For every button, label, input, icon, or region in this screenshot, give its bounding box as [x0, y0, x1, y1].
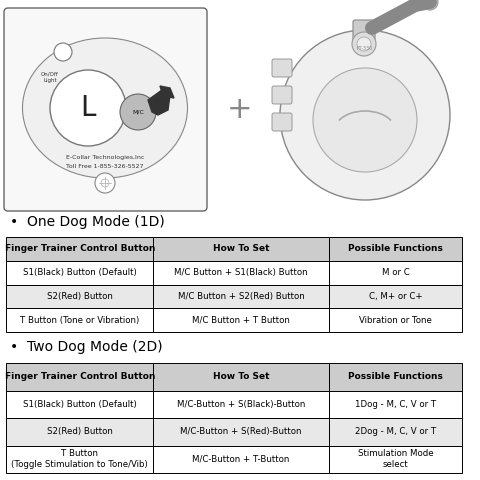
- Text: How To Set: How To Set: [213, 244, 269, 253]
- Circle shape: [357, 37, 371, 51]
- Bar: [6, 418, 154, 445]
- Text: S1(Black) Button (Default): S1(Black) Button (Default): [23, 268, 137, 277]
- Text: On/Off
Light: On/Off Light: [41, 72, 59, 83]
- Bar: [329, 308, 462, 332]
- Text: M or C: M or C: [382, 268, 409, 277]
- Circle shape: [50, 70, 126, 146]
- Bar: [154, 391, 329, 418]
- Text: How To Set: How To Set: [213, 372, 269, 381]
- Text: Finger Trainer Control Button: Finger Trainer Control Button: [4, 372, 155, 381]
- Bar: [154, 237, 329, 261]
- Text: Stimulation Mode
select: Stimulation Mode select: [358, 449, 433, 469]
- Text: M/C Button + T Button: M/C Button + T Button: [192, 316, 290, 324]
- Text: Possible Functions: Possible Functions: [348, 372, 443, 381]
- Bar: [6, 445, 154, 473]
- Circle shape: [54, 43, 72, 61]
- Bar: [154, 363, 329, 391]
- Text: M/C Button + S2(Red) Button: M/C Button + S2(Red) Button: [178, 292, 304, 301]
- Text: C, M+ or C+: C, M+ or C+: [369, 292, 422, 301]
- Circle shape: [95, 173, 115, 193]
- Text: T Button (Tone or Vibration): T Button (Tone or Vibration): [20, 316, 139, 324]
- Circle shape: [120, 94, 156, 130]
- Bar: [6, 261, 154, 285]
- FancyBboxPatch shape: [272, 59, 292, 77]
- Bar: [154, 308, 329, 332]
- Bar: [329, 391, 462, 418]
- Circle shape: [313, 68, 417, 172]
- Bar: [154, 418, 329, 445]
- Bar: [6, 363, 154, 391]
- Text: FT-330: FT-330: [357, 46, 373, 50]
- Text: M/C-Button + S(Black)-Button: M/C-Button + S(Black)-Button: [177, 400, 305, 409]
- FancyBboxPatch shape: [272, 113, 292, 131]
- Text: M/C-Button + T-Button: M/C-Button + T-Button: [192, 455, 290, 464]
- Text: T Button
(Toggle Stimulation to Tone/Vib): T Button (Toggle Stimulation to Tone/Vib…: [12, 449, 148, 469]
- Bar: [154, 285, 329, 308]
- Bar: [329, 418, 462, 445]
- Text: E-Collar Technologies,Inc: E-Collar Technologies,Inc: [66, 156, 144, 160]
- Bar: [154, 261, 329, 285]
- Bar: [329, 363, 462, 391]
- Polygon shape: [160, 86, 174, 98]
- Circle shape: [280, 30, 450, 200]
- Bar: [6, 308, 154, 332]
- Text: M/C: M/C: [132, 109, 144, 115]
- Bar: [329, 285, 462, 308]
- FancyBboxPatch shape: [272, 86, 292, 104]
- Text: M/C-Button + S(Red)-Button: M/C-Button + S(Red)-Button: [180, 427, 302, 436]
- Polygon shape: [148, 90, 170, 115]
- Ellipse shape: [23, 38, 188, 178]
- Text: M/C Button + S1(Black) Button: M/C Button + S1(Black) Button: [174, 268, 308, 277]
- Text: •  One Dog Mode (1D): • One Dog Mode (1D): [10, 215, 165, 229]
- Circle shape: [101, 179, 109, 187]
- Bar: [6, 391, 154, 418]
- Bar: [329, 237, 462, 261]
- Text: 2Dog - M, C, V or T: 2Dog - M, C, V or T: [355, 427, 436, 436]
- FancyBboxPatch shape: [4, 8, 207, 211]
- Bar: [154, 445, 329, 473]
- Text: +: +: [227, 96, 253, 124]
- Bar: [329, 261, 462, 285]
- Text: 1Dog - M, C, V or T: 1Dog - M, C, V or T: [355, 400, 436, 409]
- Text: S1(Black) Button (Default): S1(Black) Button (Default): [23, 400, 137, 409]
- Text: •  Two Dog Mode (2D): • Two Dog Mode (2D): [10, 340, 163, 354]
- Text: Toll Free 1-855-326-5527: Toll Free 1-855-326-5527: [66, 165, 144, 169]
- Bar: [6, 285, 154, 308]
- Text: S2(Red) Button: S2(Red) Button: [47, 292, 113, 301]
- Text: L: L: [80, 94, 96, 122]
- Text: Possible Functions: Possible Functions: [348, 244, 443, 253]
- FancyBboxPatch shape: [353, 20, 375, 46]
- Text: S2(Red) Button: S2(Red) Button: [47, 427, 113, 436]
- Text: Vibration or Tone: Vibration or Tone: [359, 316, 432, 324]
- Text: Finger Trainer Control Button: Finger Trainer Control Button: [4, 244, 155, 253]
- Bar: [329, 445, 462, 473]
- Circle shape: [352, 32, 376, 56]
- Bar: [6, 237, 154, 261]
- Circle shape: [422, 0, 438, 10]
